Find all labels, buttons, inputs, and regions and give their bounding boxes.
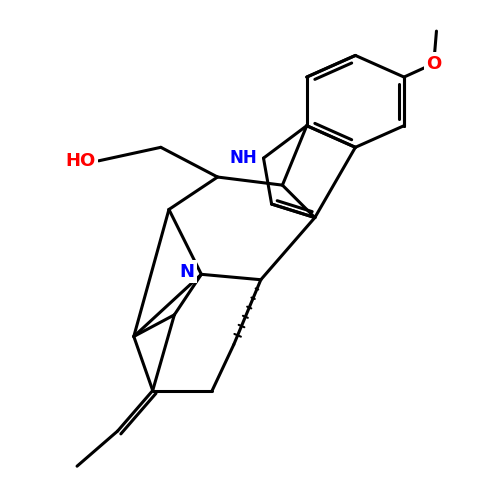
Text: HO: HO <box>66 152 96 170</box>
Text: N: N <box>180 262 195 280</box>
Text: O: O <box>426 54 442 72</box>
Text: NH: NH <box>230 149 257 167</box>
